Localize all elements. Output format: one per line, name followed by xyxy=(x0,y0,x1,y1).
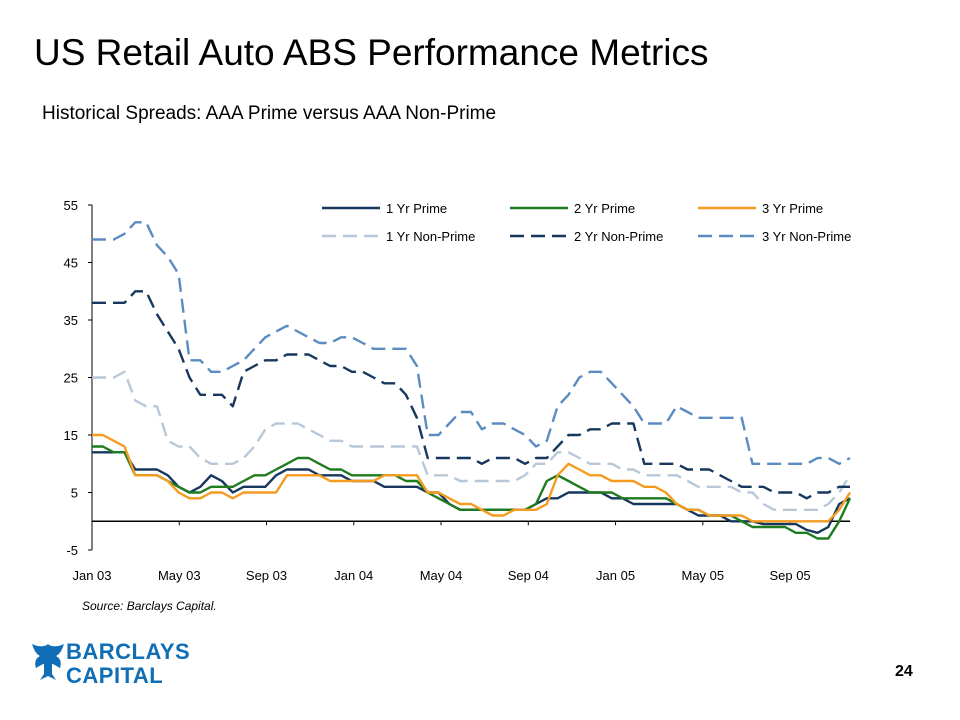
x-tick-label: Jan 05 xyxy=(596,568,635,583)
chart-axes: -5 5 15 25 35 45 55 Jan 03 May 03 Sep 03 Jan 04 May… xyxy=(64,198,850,583)
x-tick-label: Jan 04 xyxy=(334,568,373,583)
legend-label: 3 Yr Non-Prime xyxy=(762,229,851,244)
y-tick-label: 25 xyxy=(64,371,78,386)
x-tick-label: Sep 03 xyxy=(246,568,287,583)
page-number: 24 xyxy=(895,663,913,680)
series-layer xyxy=(92,221,852,540)
eagle-icon xyxy=(32,644,64,680)
series-line-3-yr-non-prime xyxy=(92,221,851,465)
page-title: US Retail Auto ABS Performance Metrics xyxy=(34,32,709,73)
y-tick-label: 45 xyxy=(64,256,78,271)
y-tick-label: 55 xyxy=(64,198,78,213)
x-tick-label: Sep 04 xyxy=(508,568,549,583)
source-note: Source: Barclays Capital. xyxy=(82,599,217,613)
x-tick-label: May 03 xyxy=(158,568,201,583)
series-line-3-yr-prime xyxy=(92,433,852,523)
legend-label: 3 Yr Prime xyxy=(762,201,823,216)
x-tick-label: Jan 03 xyxy=(72,568,111,583)
y-tick-label: -5 xyxy=(66,543,78,558)
legend-label: 1 Yr Non-Prime xyxy=(386,229,475,244)
logo-line-2: CAPITAL xyxy=(66,663,164,688)
x-tick-label: May 04 xyxy=(420,568,463,583)
series-line-2-yr-non-prime xyxy=(92,290,850,500)
logo-line-1: BARCLAYS xyxy=(66,639,191,664)
barclays-capital-logo: BARCLAYS CAPITAL xyxy=(30,638,220,694)
legend-label: 1 Yr Prime xyxy=(386,201,447,216)
chart-legend: 1 Yr Prime 2 Yr Prime 3 Yr Prime 1 Yr Non-P… xyxy=(322,201,851,244)
y-tick-label: 35 xyxy=(64,313,78,328)
x-tick-label: Sep 05 xyxy=(769,568,810,583)
x-tick-label: May 05 xyxy=(681,568,724,583)
y-tick-label: 15 xyxy=(64,428,78,443)
legend-label: 2 Yr Non-Prime xyxy=(574,229,663,244)
y-tick-label: 5 xyxy=(71,486,78,501)
legend-label: 2 Yr Prime xyxy=(574,201,635,216)
spreads-line-chart: -5 5 15 25 35 45 55 Jan 03 May 03 Sep 03 Jan 04 May… xyxy=(64,198,852,583)
chart-subtitle: Historical Spreads: AAA Prime versus AAA… xyxy=(42,103,497,124)
